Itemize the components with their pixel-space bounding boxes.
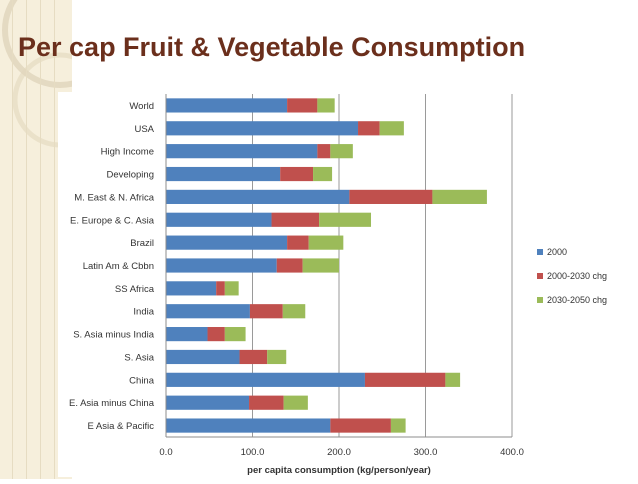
- bar-2000-2030-chg: [317, 144, 331, 159]
- bar-2000-2030-chg: [364, 372, 446, 387]
- bar-2030-2050-chg: [317, 98, 335, 113]
- bar-2030-2050-chg: [390, 418, 406, 433]
- x-tick-label: 400.0: [500, 447, 524, 458]
- x-tick-label: 100.0: [241, 447, 265, 458]
- x-tick-label: 200.0: [327, 447, 351, 458]
- category-label: E Asia & Pacific: [87, 421, 154, 432]
- bar-2000-2030-chg: [249, 304, 283, 319]
- bar-2030-2050-chg: [267, 349, 287, 365]
- bar-2000: [166, 166, 281, 182]
- bar-2000: [166, 372, 365, 387]
- category-label: SS Africa: [115, 284, 155, 295]
- bar-2000: [166, 189, 350, 204]
- bar-2000: [166, 327, 208, 342]
- bar-2030-2050-chg: [308, 235, 344, 250]
- bar-2000: [166, 144, 318, 159]
- bar-2030-2050-chg: [330, 144, 353, 159]
- legend-swatch: [537, 249, 543, 255]
- legend-swatch: [537, 297, 543, 303]
- bar-2000: [166, 98, 288, 113]
- bar-2000-2030-chg: [276, 258, 303, 273]
- decorative-line: [40, 0, 41, 479]
- stacked-bar-chart: World USA High Income Developing M. East & N…: [69, 94, 607, 476]
- bar-2030-2050-chg: [302, 258, 339, 273]
- bar-2000-2030-chg: [207, 327, 225, 342]
- bar-2000-2030-chg: [287, 98, 318, 113]
- category-label: E. Europe & C. Asia: [70, 215, 155, 226]
- category-label: S. Asia minus India: [73, 330, 155, 341]
- bar-2000-2030-chg: [330, 418, 391, 433]
- bar-2030-2050-chg: [445, 372, 461, 387]
- category-label: World: [129, 101, 154, 112]
- bar-2000-2030-chg: [280, 166, 314, 182]
- bar-2030-2050-chg: [224, 327, 246, 342]
- category-label: USA: [134, 124, 154, 135]
- slide-title: Per cap Fruit & Vegetable Consumption: [18, 32, 526, 62]
- bar-2000: [166, 235, 288, 250]
- bar-2030-2050-chg: [379, 121, 404, 136]
- bar-2030-2050-chg: [432, 189, 487, 204]
- decorative-line: [26, 0, 27, 479]
- bar-2000-2030-chg: [358, 121, 380, 136]
- bar-2000-2030-chg: [216, 281, 225, 296]
- bar-2030-2050-chg: [224, 281, 239, 296]
- decorative-line: [12, 0, 13, 479]
- category-label: S. Asia: [124, 352, 154, 363]
- category-label: Brazil: [130, 238, 154, 249]
- category-label: M. East & N. Africa: [74, 192, 154, 203]
- bar-2000: [166, 121, 359, 136]
- decorative-line: [54, 0, 55, 479]
- bar-2000: [166, 349, 240, 365]
- bar-2030-2050-chg: [313, 166, 333, 182]
- category-label: India: [133, 307, 154, 318]
- bar-2000: [166, 258, 277, 273]
- bar-2000-2030-chg: [271, 212, 320, 227]
- legend-label: 2030-2050 chg: [547, 295, 607, 305]
- x-axis-title: per capita consumption (kg/person/year): [247, 465, 431, 476]
- chart-panel: World USA High Income Developing M. East & N…: [58, 92, 636, 477]
- bar-2030-2050-chg: [319, 212, 372, 227]
- bar-2000-2030-chg: [287, 235, 309, 250]
- x-tick-label: 300.0: [414, 447, 438, 458]
- bar-2000-2030-chg: [239, 349, 268, 365]
- bar-2030-2050-chg: [282, 304, 306, 319]
- bar-2000: [166, 304, 250, 319]
- bar-2030-2050-chg: [283, 395, 308, 410]
- bar-2000: [166, 281, 217, 296]
- legend-label: 2000-2030 chg: [547, 271, 607, 281]
- category-label: High Income: [101, 147, 154, 158]
- category-label: China: [129, 375, 155, 386]
- bar-2000: [166, 212, 272, 227]
- category-label: Latin Am & Cbbn: [83, 261, 154, 272]
- legend-label: 2000: [547, 247, 567, 257]
- bar-2000: [166, 418, 331, 433]
- bar-2000-2030-chg: [349, 189, 433, 204]
- category-label: Developing: [106, 170, 154, 181]
- category-label: E. Asia minus China: [69, 398, 155, 409]
- bar-2000-2030-chg: [249, 395, 284, 410]
- bar-2000: [166, 395, 250, 410]
- legend-swatch: [537, 273, 543, 279]
- x-tick-label: 0.0: [159, 447, 172, 458]
